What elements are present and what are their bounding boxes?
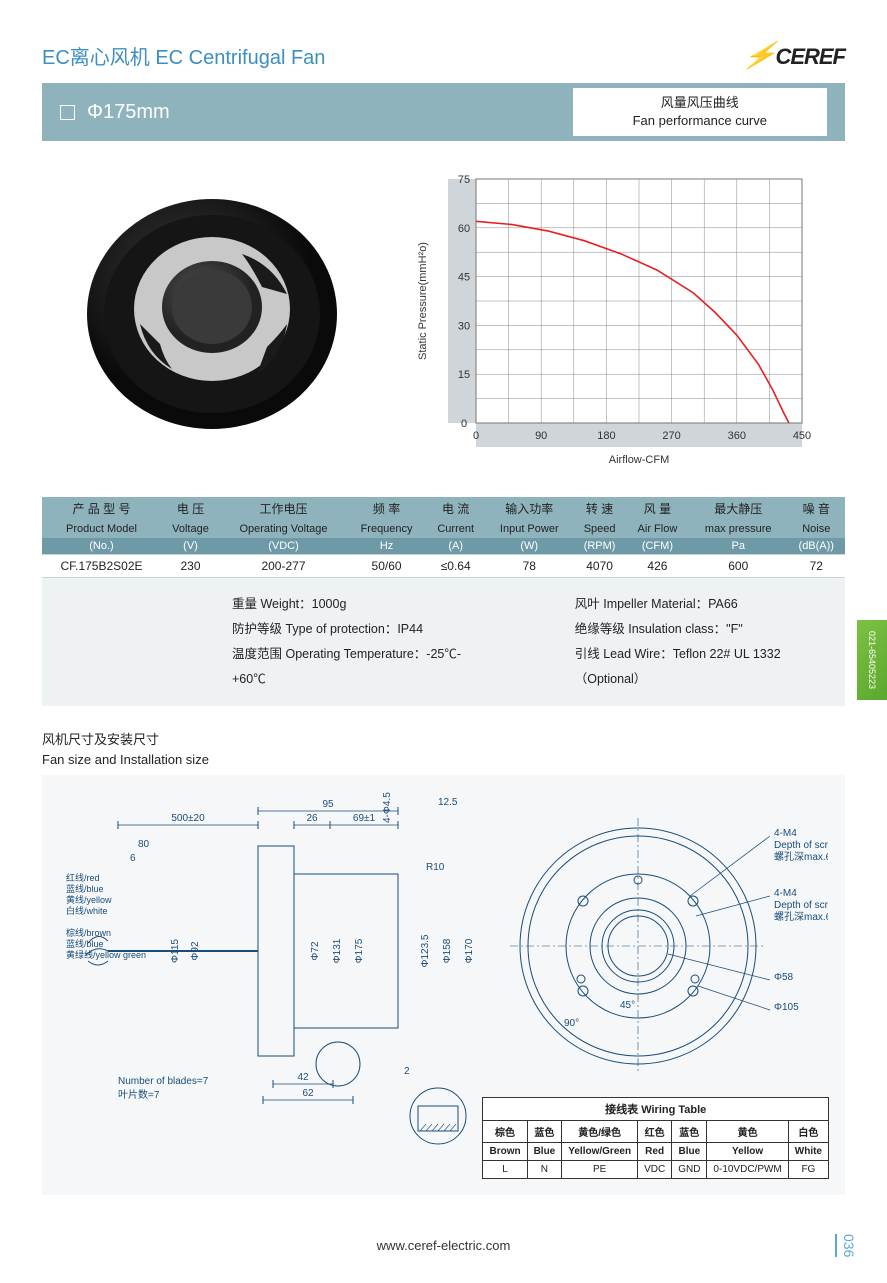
svg-text:Static Pressure(mmH²o): Static Pressure(mmH²o) [417, 242, 429, 360]
svg-text:白线/white: 白线/white [66, 905, 108, 916]
svg-text:4-Φ4.5: 4-Φ4.5 [382, 792, 393, 823]
svg-text:15: 15 [458, 369, 470, 381]
svg-text:90°: 90° [564, 1018, 579, 1029]
svg-text:Φ158: Φ158 [442, 938, 453, 963]
svg-text:红线/red: 红线/red [66, 872, 100, 883]
svg-text:360: 360 [728, 430, 746, 442]
svg-text:Φ72: Φ72 [310, 941, 321, 961]
svg-text:45°: 45° [620, 1000, 635, 1011]
size-banner: Φ175mm 风量风压曲线 Fan performance curve [42, 83, 845, 141]
svg-text:4-M4: 4-M4 [774, 888, 797, 899]
svg-text:26: 26 [306, 813, 318, 824]
info-box: 重量 Weight：1000g防护等级 Type of protection：I… [42, 578, 845, 706]
svg-text:12.5: 12.5 [438, 797, 458, 808]
svg-text:60: 60 [458, 223, 470, 235]
svg-text:Depth of screw max.6mm: Depth of screw max.6mm [774, 900, 828, 911]
performance-chart: 0 90 180 270 360 450 0 15 30 45 60 75 Airflow-CFM Sta… [412, 169, 812, 469]
svg-text:6: 6 [130, 853, 136, 864]
svg-text:4-M4: 4-M4 [774, 828, 797, 839]
product-photo [42, 169, 382, 449]
page-number: 036 [835, 1234, 857, 1257]
svg-text:Φ115: Φ115 [170, 939, 181, 963]
brand-logo: ⚡CEREF [744, 40, 845, 71]
svg-text:270: 270 [662, 430, 680, 442]
svg-text:30: 30 [458, 320, 470, 332]
curve-title-en: Fan performance curve [633, 112, 767, 130]
svg-text:95: 95 [322, 799, 334, 810]
svg-text:0: 0 [461, 418, 467, 430]
svg-text:Φ123.5: Φ123.5 [420, 934, 431, 967]
svg-text:Φ105: Φ105 [774, 1002, 799, 1013]
svg-text:Φ58: Φ58 [774, 972, 794, 983]
svg-text:Depth of screw max.6mm: Depth of screw max.6mm [774, 840, 828, 851]
svg-text:45: 45 [458, 272, 470, 284]
dimension-diagram: 95500±202669±1806红线/red蓝线/blue黄线/yellow白… [42, 775, 845, 1195]
svg-text:180: 180 [597, 430, 615, 442]
svg-text:黄绿线/yellow green: 黄绿线/yellow green [66, 949, 146, 960]
spec-table: 产 品 型 号电 压工作电压频 率电 流输入功率转 速风 量最大静压噪 音 Pr… [42, 497, 845, 578]
dim-title-cn: 风机尺寸及安装尺寸 [42, 730, 845, 750]
svg-text:螺孔深max.6mm: 螺孔深max.6mm [774, 911, 828, 923]
svg-text:螺孔深max.6mm: 螺孔深max.6mm [774, 851, 828, 863]
svg-text:Airflow-CFM: Airflow-CFM [609, 454, 670, 466]
svg-text:Φ92: Φ92 [190, 941, 201, 961]
svg-text:Φ175: Φ175 [354, 938, 365, 963]
wiring-table: 接线表 Wiring Table 棕色蓝色黄色/绿色红色蓝色黄色白色 Brown… [482, 1097, 829, 1179]
svg-text:450: 450 [793, 430, 811, 442]
svg-text:62: 62 [302, 1088, 314, 1099]
svg-text:90: 90 [535, 430, 547, 442]
svg-text:2: 2 [404, 1066, 410, 1077]
svg-text:Φ131: Φ131 [332, 938, 343, 963]
svg-text:叶片数=7: 叶片数=7 [118, 1088, 160, 1101]
curve-title-cn: 风量风压曲线 [633, 94, 767, 112]
svg-text:R10: R10 [426, 862, 445, 873]
svg-text:75: 75 [458, 174, 470, 186]
svg-text:0: 0 [473, 430, 479, 442]
svg-text:Number of blades=7: Number of blades=7 [118, 1076, 209, 1087]
dim-title-en: Fan size and Installation size [42, 750, 845, 770]
side-tab: 021-65405223 [857, 620, 887, 700]
svg-text:蓝线/blue: 蓝线/blue [66, 938, 104, 949]
svg-text:80: 80 [138, 839, 150, 850]
svg-text:69±1: 69±1 [353, 813, 376, 824]
svg-text:蓝线/blue: 蓝线/blue [66, 883, 104, 894]
svg-text:42: 42 [297, 1072, 309, 1083]
square-icon [60, 105, 75, 120]
svg-text:Φ170: Φ170 [464, 938, 475, 963]
size-label: Φ175mm [87, 101, 170, 124]
svg-text:棕线/brown: 棕线/brown [66, 927, 111, 938]
bolt-icon: ⚡ [740, 40, 780, 71]
footer-url: www.ceref-electric.com [0, 1238, 887, 1253]
svg-text:500±20: 500±20 [171, 813, 205, 824]
svg-text:黄线/yellow: 黄线/yellow [66, 894, 112, 905]
page-title: EC离心风机 EC Centrifugal Fan [42, 41, 325, 70]
